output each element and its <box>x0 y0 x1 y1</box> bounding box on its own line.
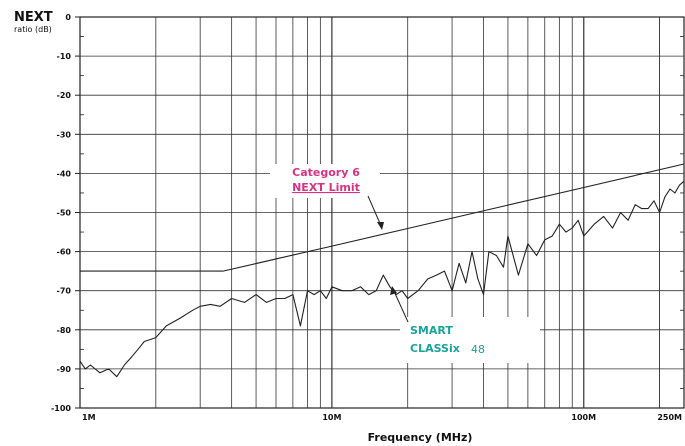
y-axis-title: NEXT <box>14 10 53 25</box>
label-bg <box>400 317 540 363</box>
annotation-label: NEXT Limit <box>292 181 360 194</box>
x-axis-label: Frequency (MHz) <box>368 431 473 444</box>
y-tick-label: -90 <box>57 365 72 374</box>
annotation-label: 48 <box>471 343 485 356</box>
annotation-label: Category 6 <box>292 166 360 179</box>
y-axis-subtitle: ratio (dB) <box>14 25 52 34</box>
x-tick-label: 250M <box>657 413 682 422</box>
annotations: Category 6 NEXT Limit SMART CLASSix 48 <box>270 164 540 363</box>
series-group <box>79 163 685 378</box>
annotation-arrowhead <box>377 222 384 230</box>
x-tick-label: 10M <box>322 413 341 422</box>
y-tick-label: -70 <box>57 287 72 296</box>
y-tick-label: -30 <box>57 130 72 139</box>
annotation-arrowhead <box>390 286 397 295</box>
y-tick-label: -80 <box>57 326 72 335</box>
ticks: 0 -10 -20 -30 -40 -50 -60 -70 -80 -90 -100 1M 10M 100… <box>51 13 684 422</box>
annotation-label: CLASSix <box>410 342 460 355</box>
series-line-smart-classix48 <box>79 180 685 378</box>
label-bg <box>270 164 380 198</box>
x-tick-label: 1M <box>82 413 96 422</box>
x-tick-label: 100M <box>571 413 596 422</box>
series-line-category6-limit <box>80 163 685 272</box>
y-tick-label: 0 <box>65 13 71 22</box>
y-tick-label: -10 <box>57 52 72 61</box>
annotation-label: SMART <box>410 324 453 337</box>
y-tick-label: -100 <box>51 404 71 413</box>
y-tick-label: -20 <box>57 91 72 100</box>
y-tick-label: -50 <box>57 209 72 218</box>
y-tick-label: -60 <box>57 248 72 257</box>
grid <box>79 16 685 409</box>
y-tick-label: -40 <box>57 169 72 178</box>
annotation-leader <box>392 288 409 323</box>
